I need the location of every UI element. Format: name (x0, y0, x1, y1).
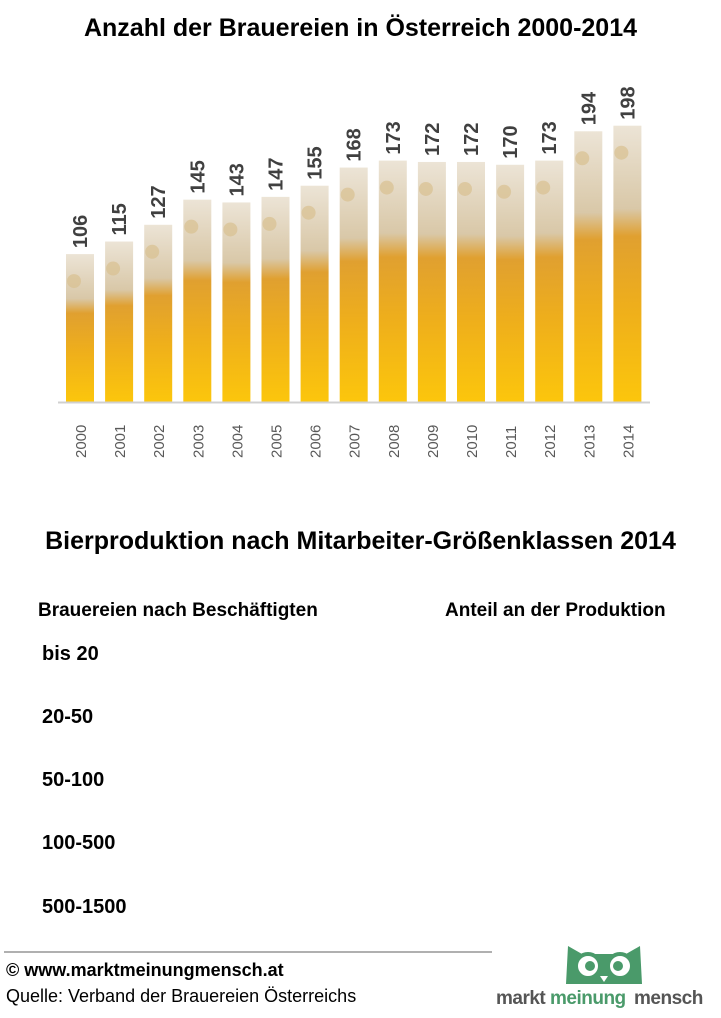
bar-2009 (417, 161, 446, 402)
x-tick-label: 2008 (386, 425, 403, 458)
x-tick-label: 2005 (269, 425, 286, 458)
size-class: 20-50 (42, 706, 94, 728)
logo-word: meinung (550, 988, 626, 1009)
bar-2005 (261, 196, 290, 402)
data-label: 168 (344, 128, 366, 161)
data-label: 172 (461, 123, 483, 156)
data-label: 170 (500, 125, 522, 158)
foam-bubble (497, 184, 512, 199)
x-tick-label: 2001 (112, 425, 129, 458)
copyright: © www.marktmeinungmensch.at (6, 960, 284, 980)
x-tick-label: 2009 (425, 425, 442, 458)
bar-2006 (300, 185, 329, 402)
bar-2013 (574, 131, 603, 403)
bar-2011 (496, 164, 525, 402)
foam-bubble (418, 181, 433, 196)
x-tick-label: 2010 (464, 425, 481, 458)
data-label: 106 (70, 215, 92, 248)
logo-word: mensch (634, 988, 703, 1009)
bar-2014 (613, 125, 642, 402)
owl-icon (566, 946, 642, 984)
foam-bubble (184, 219, 199, 234)
foam-bubble (379, 180, 394, 195)
data-label: 147 (266, 157, 288, 190)
bar-2004 (222, 202, 251, 402)
x-tick-label: 2003 (190, 425, 207, 458)
size-class: 100-500 (42, 832, 116, 854)
x-tick-label: 2014 (620, 425, 637, 458)
bar-chart: 106 2000 115 2001 127 2002 145 2003 143 2004 147 20… (58, 86, 650, 458)
data-label: 173 (539, 121, 561, 154)
foam-bubble (301, 205, 316, 220)
logo-word: markt (496, 988, 546, 1009)
foam-bubble (536, 180, 551, 195)
x-tick-label: 2004 (229, 425, 246, 458)
x-tick-label: 2006 (308, 425, 325, 458)
foam-bubble (575, 151, 590, 166)
x-tick-label: 2007 (347, 425, 364, 458)
data-label: 143 (226, 163, 248, 196)
data-label: 145 (187, 160, 209, 193)
column-header-share: Anteil an der Produktion (445, 600, 666, 621)
bar-2003 (183, 199, 212, 402)
x-tick-label: 2000 (73, 425, 90, 458)
bar-2010 (457, 161, 485, 402)
size-class: 50-100 (42, 769, 105, 791)
section-title: Bierproduktion nach Mitarbeiter-Größenkl… (45, 527, 676, 555)
source: Quelle: Verband der Brauereien Österreic… (6, 986, 357, 1006)
foam-bubble (223, 222, 238, 237)
x-tick-label: 2013 (581, 425, 598, 458)
data-label: 127 (148, 185, 170, 218)
data-label: 198 (617, 86, 639, 119)
bar-2007 (339, 167, 368, 402)
chart-title: Anzahl der Brauereien in Österreich 2000… (83, 14, 638, 42)
size-class: bis 20 (42, 643, 99, 665)
bar-2012 (535, 160, 564, 402)
x-tick-label: 2002 (151, 425, 168, 458)
foam-bubble (614, 145, 629, 160)
foam-bubble (262, 216, 277, 231)
data-label: 155 (305, 146, 327, 179)
foam-bubble (458, 181, 472, 196)
divider (4, 951, 492, 953)
data-label: 173 (383, 121, 405, 154)
x-tick-label: 2012 (542, 425, 559, 458)
foam-bubble (106, 261, 121, 276)
size-class: 500-1500 (42, 896, 127, 918)
data-label: 115 (109, 203, 131, 235)
bar-2008 (378, 160, 407, 402)
x-tick-label: 2011 (503, 426, 520, 458)
foam-bubble (340, 187, 355, 202)
column-header-employees: Brauereien nach Beschäftigten (38, 600, 318, 621)
foam-bubble (67, 274, 81, 289)
data-label: 172 (422, 123, 444, 156)
logo: markt meinung mensch (496, 938, 711, 1013)
foam-bubble (145, 244, 160, 259)
data-label: 194 (578, 91, 600, 125)
